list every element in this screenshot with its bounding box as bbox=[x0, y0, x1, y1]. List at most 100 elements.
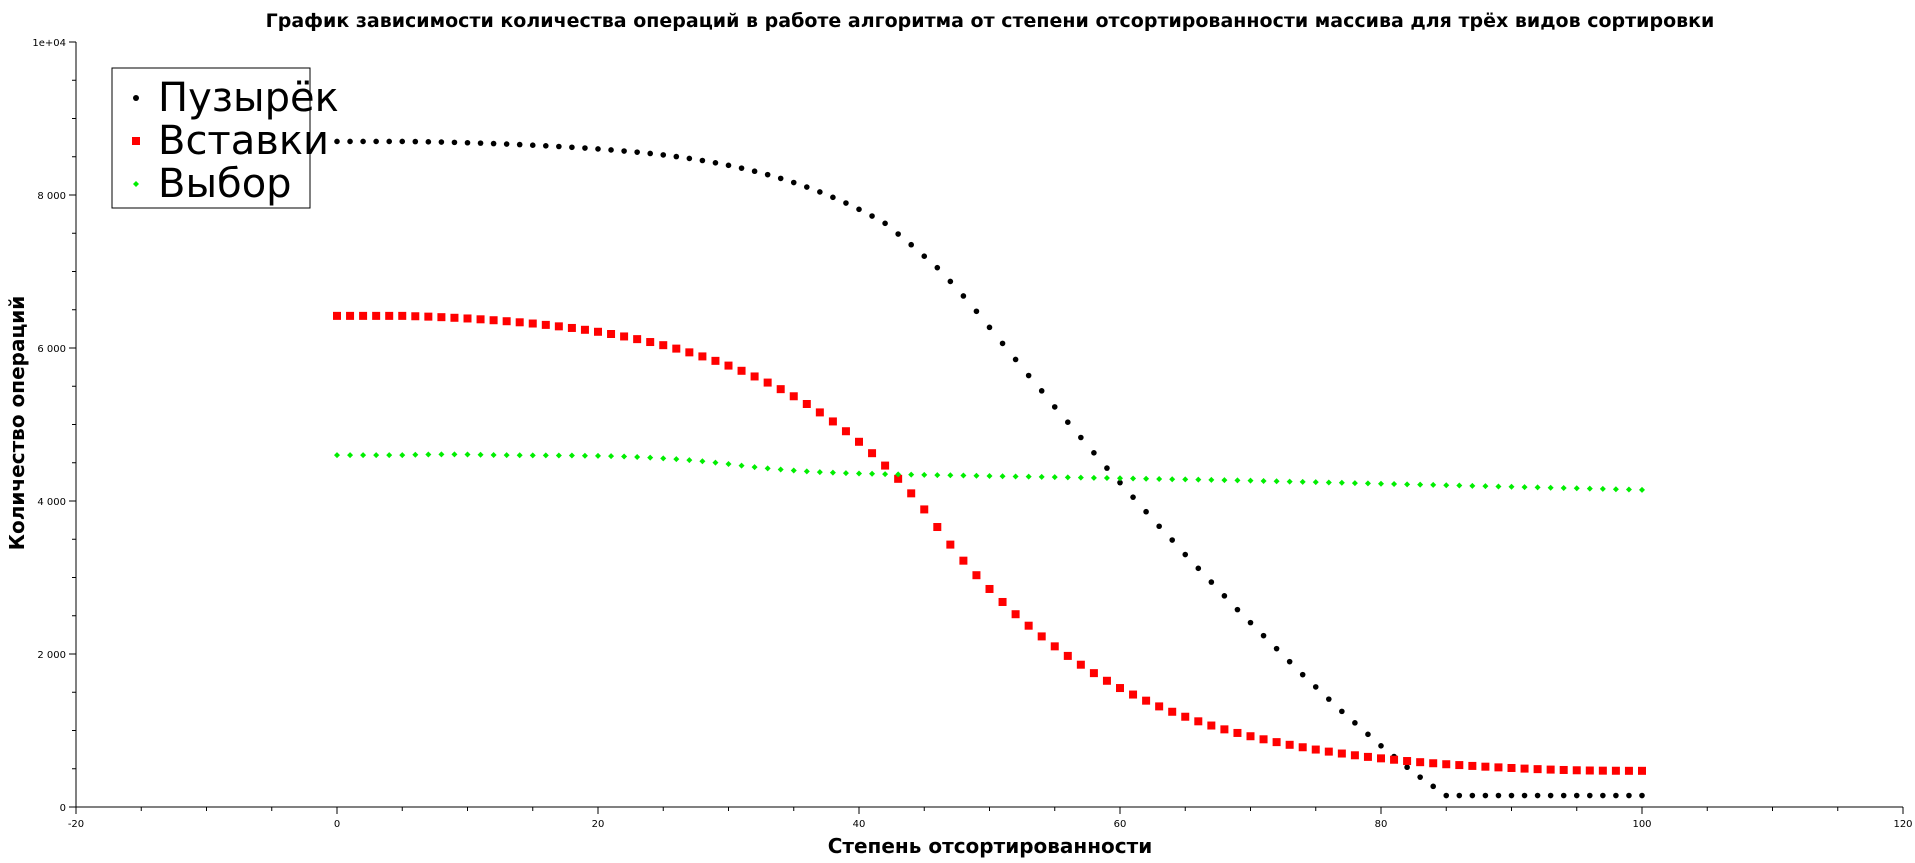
series-1 bbox=[334, 138, 1645, 799]
x-tick-label: 60 bbox=[1114, 819, 1127, 830]
data-point bbox=[725, 461, 732, 468]
data-point bbox=[399, 138, 406, 145]
data-point bbox=[1625, 486, 1632, 493]
data-point bbox=[816, 469, 823, 476]
data-point bbox=[686, 155, 693, 162]
data-point bbox=[1116, 684, 1124, 693]
data-point bbox=[334, 452, 340, 459]
data-point bbox=[789, 392, 798, 401]
data-point bbox=[1299, 478, 1306, 485]
data-point bbox=[1090, 474, 1097, 481]
data-point bbox=[815, 408, 824, 417]
data-point bbox=[712, 159, 719, 166]
data-point bbox=[750, 372, 759, 381]
data-point bbox=[1482, 483, 1489, 490]
data-point bbox=[686, 457, 693, 464]
data-point bbox=[1599, 485, 1606, 492]
data-point bbox=[438, 451, 445, 458]
data-point bbox=[529, 142, 536, 148]
y-tick-label: 1e+04 bbox=[32, 38, 66, 49]
legend-label: Выбор bbox=[158, 161, 292, 207]
data-point bbox=[1573, 485, 1580, 492]
data-point bbox=[451, 139, 458, 146]
data-point bbox=[1286, 658, 1293, 665]
data-point bbox=[725, 162, 732, 169]
data-point bbox=[554, 322, 563, 331]
data-point bbox=[1494, 763, 1503, 772]
data-point bbox=[894, 474, 903, 483]
data-point bbox=[1639, 792, 1645, 799]
data-point bbox=[855, 437, 863, 446]
data-point bbox=[1012, 473, 1019, 480]
data-point bbox=[1611, 766, 1620, 775]
data-point bbox=[1573, 792, 1580, 799]
data-point bbox=[516, 452, 523, 459]
data-point bbox=[1065, 419, 1071, 426]
data-point bbox=[595, 146, 601, 152]
data-point bbox=[1063, 651, 1072, 660]
data-point bbox=[1586, 485, 1593, 492]
data-point bbox=[1233, 728, 1242, 737]
data-point bbox=[738, 462, 745, 469]
data-point bbox=[803, 468, 810, 475]
data-point bbox=[1482, 792, 1489, 799]
data-point bbox=[1077, 474, 1084, 481]
data-point bbox=[751, 464, 758, 471]
data-point bbox=[711, 356, 720, 365]
data-point bbox=[1638, 766, 1646, 775]
data-point bbox=[828, 417, 837, 426]
data-point bbox=[908, 471, 915, 478]
data-point bbox=[972, 571, 981, 580]
data-point bbox=[1260, 632, 1267, 639]
data-point bbox=[1221, 593, 1228, 599]
data-point bbox=[1338, 479, 1345, 486]
data-point bbox=[346, 311, 355, 320]
data-point bbox=[1078, 434, 1084, 441]
legend-box bbox=[111, 67, 311, 209]
data-point bbox=[685, 348, 694, 357]
data-point bbox=[999, 340, 1006, 347]
data-point bbox=[1247, 619, 1254, 626]
data-point bbox=[763, 378, 772, 387]
data-point bbox=[856, 206, 862, 213]
data-point bbox=[1286, 478, 1293, 485]
data-point bbox=[1155, 702, 1164, 711]
data-point bbox=[607, 330, 616, 339]
data-point bbox=[425, 451, 432, 458]
data-point bbox=[1363, 752, 1372, 761]
data-point bbox=[764, 465, 771, 472]
data-point bbox=[1443, 482, 1450, 489]
data-point bbox=[1312, 684, 1319, 690]
data-point bbox=[973, 308, 980, 315]
data-point bbox=[451, 451, 458, 458]
series-2 bbox=[333, 311, 1646, 775]
data-point bbox=[438, 139, 445, 145]
data-point bbox=[842, 470, 849, 477]
data-point bbox=[790, 179, 797, 186]
data-point bbox=[608, 453, 615, 460]
data-point bbox=[1456, 482, 1463, 489]
data-point bbox=[1312, 479, 1319, 486]
data-point bbox=[947, 278, 954, 285]
x-axis-label: Степень отсортированности bbox=[828, 834, 1153, 858]
data-point bbox=[1051, 474, 1058, 481]
data-point bbox=[359, 311, 368, 320]
data-point bbox=[1117, 479, 1123, 486]
data-point bbox=[541, 320, 550, 329]
data-point bbox=[620, 332, 629, 341]
data-point bbox=[1560, 484, 1567, 491]
data-point bbox=[738, 165, 745, 171]
data-point bbox=[998, 597, 1007, 606]
data-point bbox=[1102, 676, 1111, 685]
data-point bbox=[1600, 792, 1606, 799]
data-point bbox=[1143, 508, 1149, 515]
data-point bbox=[1429, 759, 1438, 768]
data-point bbox=[411, 312, 420, 321]
data-point bbox=[347, 138, 353, 145]
data-point bbox=[1521, 792, 1528, 799]
data-point bbox=[529, 452, 536, 459]
data-point bbox=[386, 138, 393, 145]
data-point bbox=[1639, 486, 1645, 493]
data-point bbox=[973, 472, 980, 479]
